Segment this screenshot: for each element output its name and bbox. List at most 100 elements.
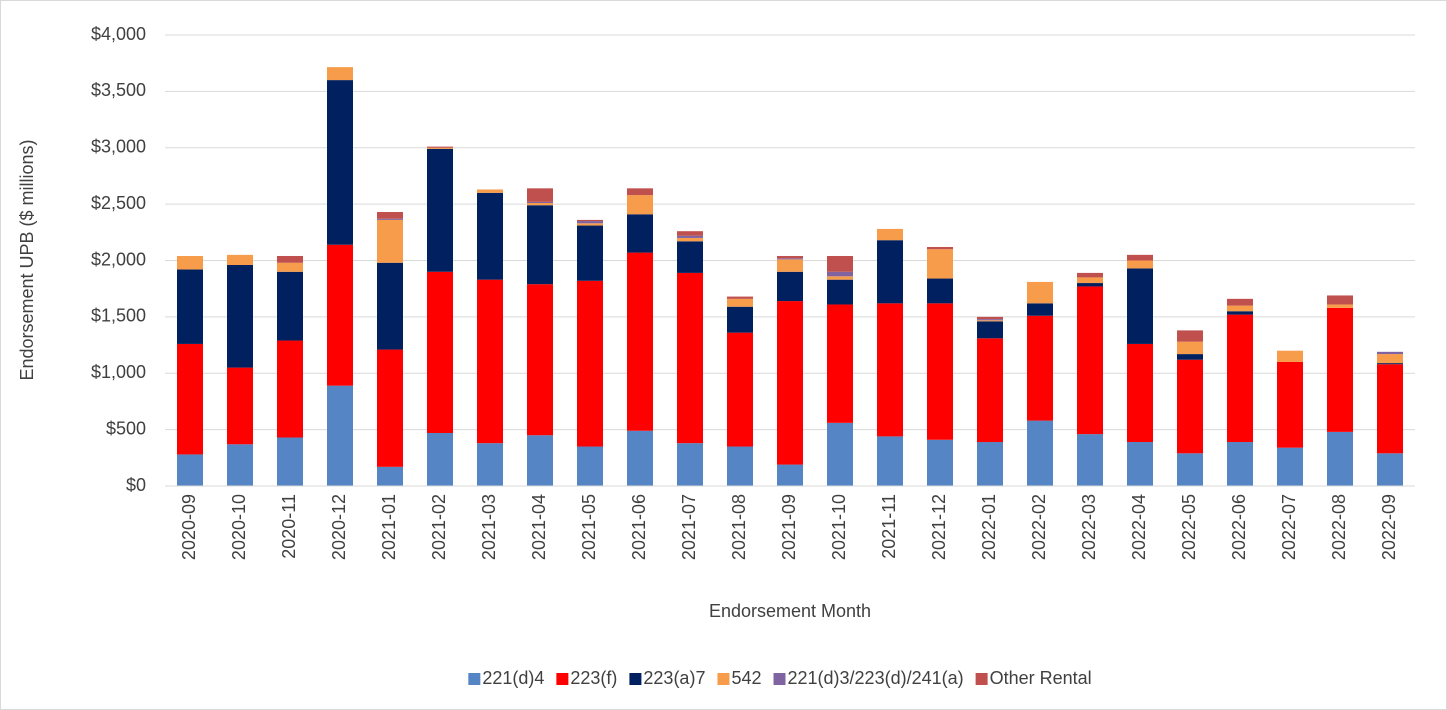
- bar-segment: [777, 464, 803, 486]
- bar-segment: [727, 306, 753, 333]
- bar-segment: [827, 276, 853, 280]
- bar-segment: [627, 252, 653, 431]
- legend-swatch: [773, 673, 786, 685]
- bar-segment: [1127, 343, 1153, 443]
- x-tick-label: 2021-04: [529, 494, 549, 560]
- bar-segment: [177, 255, 203, 270]
- y-tick-label: $2,500: [91, 193, 146, 213]
- bar-segment: [277, 262, 303, 272]
- bar-segment: [377, 349, 403, 467]
- bar-segment: [527, 201, 553, 203]
- x-tick-label: 2022-07: [1279, 494, 1299, 560]
- bar-segment: [877, 240, 903, 304]
- bar-segment: [1177, 330, 1203, 342]
- bar-segment: [277, 437, 303, 486]
- bar-segment: [577, 280, 603, 447]
- bar-segment: [527, 188, 553, 202]
- bar-segment: [927, 246, 953, 250]
- bar-segment: [627, 188, 653, 196]
- bar-segment: [777, 255, 803, 259]
- bar-segment: [927, 249, 953, 279]
- y-axis-title: Endorsement UPB ($ millions): [17, 139, 37, 380]
- bar-segment: [1277, 361, 1303, 448]
- legend-swatch: [629, 673, 642, 685]
- bar-segment: [377, 219, 403, 263]
- bar-segment: [177, 454, 203, 486]
- bar-segment: [1077, 272, 1103, 278]
- bar-segment: [1077, 286, 1103, 435]
- bar-segment: [627, 214, 653, 253]
- bar-segment: [1227, 311, 1253, 315]
- legend-swatch: [468, 673, 481, 685]
- bar-segment: [527, 205, 553, 285]
- bar-segment: [227, 254, 253, 266]
- bar-segment: [977, 442, 1003, 486]
- bar-segment: [327, 244, 353, 386]
- bar-segment: [1177, 359, 1203, 454]
- x-tick-label: 2021-01: [379, 494, 399, 560]
- x-tick-label: 2020-11: [279, 494, 299, 559]
- bar-segment: [277, 271, 303, 341]
- x-tick-label: 2022-01: [979, 494, 999, 560]
- bar-segment: [177, 343, 203, 455]
- bar-segment: [427, 147, 453, 149]
- bar-segment: [827, 255, 853, 272]
- y-tick-label: $500: [106, 418, 146, 438]
- bar-segment: [1127, 268, 1153, 344]
- bar-segment: [427, 271, 453, 434]
- bar-segment: [977, 321, 1003, 339]
- y-tick-label: $4,000: [91, 24, 146, 44]
- bar-segment: [1377, 364, 1403, 454]
- bar-segment: [777, 271, 803, 302]
- bar-segment: [727, 298, 753, 307]
- legend: 221(d)4 223(f) 223(a)7 542 221(d)3/223(d)/24…: [468, 668, 1092, 688]
- bar-segment: [477, 279, 503, 444]
- bar-segment: [627, 195, 653, 215]
- x-tick-label: 2021-12: [929, 494, 949, 560]
- legend-label: 221(d)4: [482, 668, 544, 688]
- bar-segment: [1227, 298, 1253, 306]
- x-tick-label: 2022-08: [1329, 494, 1349, 560]
- bar-segment: [1127, 254, 1153, 261]
- legend-swatch: [975, 673, 988, 685]
- bar-segment: [527, 284, 553, 436]
- bar-segment: [377, 212, 403, 219]
- bar-segment: [327, 385, 353, 486]
- bar-segment: [1327, 295, 1353, 305]
- bar-segment: [1177, 354, 1203, 360]
- bar-segment: [1027, 303, 1053, 316]
- bar-segment: [827, 271, 853, 277]
- bar-segment: [227, 367, 253, 445]
- bar-segment: [677, 235, 703, 238]
- bar-segment: [377, 466, 403, 486]
- bar-segment: [727, 296, 753, 299]
- y-tick-label: $3,000: [91, 137, 146, 157]
- bar-segment: [877, 228, 903, 241]
- x-tick-label: 2022-05: [1179, 494, 1199, 560]
- x-tick-label: 2021-10: [829, 494, 849, 560]
- bar-segment: [577, 446, 603, 486]
- legend-swatch: [556, 673, 569, 685]
- x-axis-title: Endorsement Month: [709, 601, 871, 621]
- bar-segment: [1327, 304, 1353, 308]
- legend-label: 223(a)7: [643, 668, 705, 688]
- bar-segment: [1327, 431, 1353, 486]
- bar-segment: [1327, 307, 1353, 432]
- bar-segment: [777, 258, 803, 260]
- bar-segment: [1027, 420, 1053, 486]
- bar-segment: [927, 303, 953, 440]
- bar-segment: [927, 278, 953, 304]
- x-tick-label: 2020-10: [229, 494, 249, 560]
- bar-segment: [977, 320, 1003, 322]
- bar-segment: [977, 338, 1003, 443]
- x-tick-label: 2022-02: [1029, 494, 1049, 560]
- bar-segment: [377, 218, 403, 220]
- bar-segment: [827, 279, 853, 305]
- bar-segment: [577, 219, 603, 222]
- x-tick-label: 2021-08: [729, 494, 749, 560]
- bar-segment: [677, 237, 703, 242]
- bar-segment: [527, 435, 553, 486]
- x-tick-label: 2021-03: [479, 494, 499, 560]
- y-tick-label: $0: [126, 475, 146, 495]
